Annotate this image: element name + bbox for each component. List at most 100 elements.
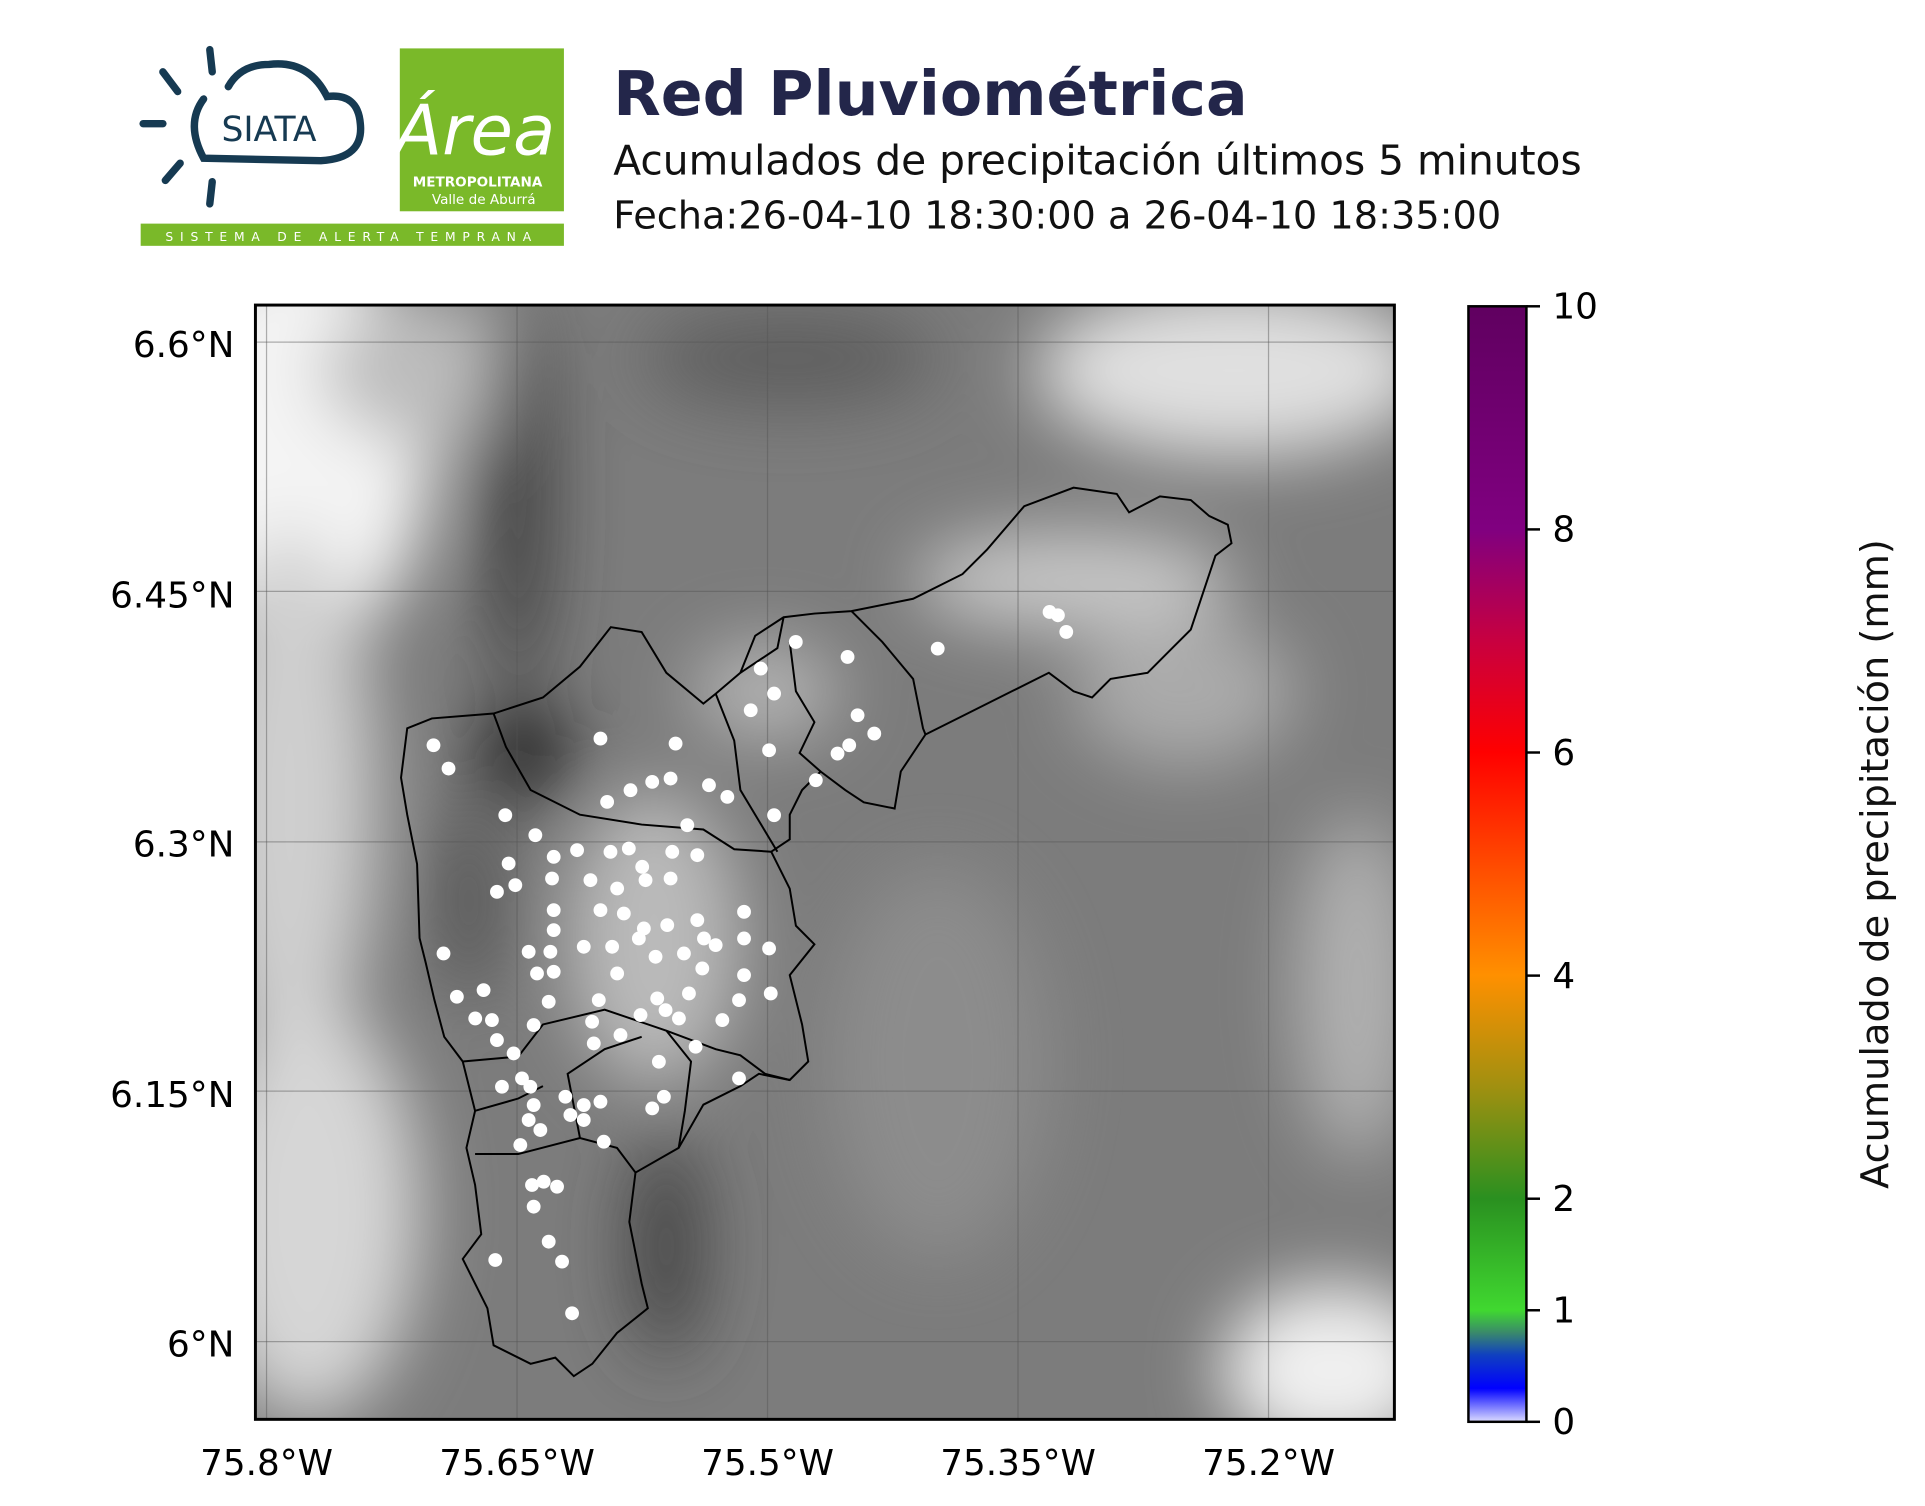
station-marker (593, 1094, 608, 1109)
map-area (256, 306, 1395, 1420)
municipal-boundaries (400, 486, 1233, 1378)
map-frame (253, 303, 1396, 1421)
siata-logo: SIATA (139, 45, 365, 208)
station-marker (663, 771, 678, 786)
station-marker (488, 1253, 503, 1267)
area-line2: Valle de Aburrá (432, 192, 536, 208)
station-marker (543, 944, 558, 959)
station-marker (660, 918, 675, 933)
municipal-divider (850, 610, 927, 735)
station-marker (840, 650, 855, 664)
station-marker (600, 794, 615, 809)
station-marker (523, 1079, 538, 1094)
y-tick-label: 6.45°N (110, 575, 234, 616)
siata-logo-text: SIATA (221, 110, 316, 150)
station-marker (501, 856, 516, 871)
municipal-divider (566, 1030, 693, 1149)
station-marker (720, 789, 735, 804)
station-marker (682, 986, 696, 1001)
station-marker (658, 1003, 673, 1018)
station-marker (555, 1254, 569, 1269)
station-marker (565, 1306, 579, 1321)
station-marker (635, 859, 650, 874)
station-marker (526, 1098, 541, 1112)
rain-gauge-stations (426, 605, 1074, 1321)
area-line1: METROPOLITANA (413, 175, 543, 191)
station-marker (645, 774, 660, 789)
station-marker (591, 993, 606, 1008)
station-marker (788, 635, 803, 649)
colorbar-tick-label: 0 (1552, 1402, 1575, 1443)
municipal-divider (492, 713, 772, 853)
station-marker (613, 1028, 628, 1042)
station-marker (536, 1174, 551, 1189)
station-marker (583, 873, 598, 888)
station-marker (610, 881, 625, 896)
station-marker (476, 983, 491, 998)
station-marker (586, 1036, 601, 1051)
station-marker (603, 844, 618, 859)
station-marker (533, 1123, 548, 1137)
metropolitan-area-outline (400, 486, 1233, 1378)
terrain-relief (256, 306, 1395, 1420)
station-marker (732, 1071, 746, 1086)
station-marker (737, 968, 751, 983)
station-marker (530, 966, 544, 981)
station-marker (690, 848, 705, 863)
station-marker (708, 938, 723, 953)
area-script-text: Área (391, 90, 556, 172)
station-marker (645, 1101, 660, 1116)
y-tick-label: 6°N (167, 1324, 234, 1365)
colorbar-tick-label: 8 (1552, 510, 1575, 551)
station-marker (737, 904, 751, 919)
station-marker (930, 641, 945, 656)
x-tick-label: 75.8°W (200, 1443, 333, 1484)
station-marker (648, 949, 663, 964)
station-marker (680, 818, 695, 833)
station-marker (867, 726, 882, 741)
station-marker (563, 1108, 578, 1122)
station-marker (436, 946, 451, 961)
station-marker (672, 1011, 686, 1026)
colorbar-tick-label: 4 (1552, 956, 1575, 997)
y-axis-labels: 6.6°N 6.45°N 6.3°N 6.15°N 6°N (110, 325, 234, 1366)
station-marker (541, 994, 556, 1009)
station-marker (842, 738, 857, 753)
station-marker (546, 849, 561, 864)
colorbar-tick-label: 10 (1552, 287, 1598, 328)
y-tick-label: 6.15°N (110, 1075, 234, 1116)
station-marker (593, 731, 608, 746)
x-tick-label: 75.65°W (439, 1443, 595, 1484)
station-marker (541, 1234, 556, 1249)
station-marker (521, 1113, 536, 1127)
station-marker (753, 661, 768, 676)
station-marker (621, 841, 636, 856)
station-marker (490, 884, 504, 899)
station-marker (521, 944, 536, 959)
station-marker (570, 843, 584, 858)
station-marker (767, 808, 781, 823)
station-marker (506, 1046, 521, 1061)
station-marker (650, 991, 665, 1006)
subtitle: Acumulados de precipitación últimos 5 mi… (613, 136, 1581, 184)
station-marker (767, 686, 781, 701)
station-marker (623, 783, 638, 798)
station-marker (449, 989, 464, 1004)
station-marker (1059, 625, 1074, 639)
station-marker (633, 1008, 648, 1023)
station-marker (441, 761, 456, 776)
station-marker (690, 913, 705, 928)
station-marker (665, 844, 680, 859)
date-range: Fecha:26-04-10 18:30:00 a 26-04-10 18:35… (613, 194, 1501, 239)
station-marker (651, 1054, 666, 1069)
station-marker (576, 1098, 591, 1112)
station-marker (1051, 608, 1065, 623)
banner-text: SISTEMA DE ALERTA TEMPRANA (165, 230, 538, 244)
station-marker (808, 773, 823, 788)
station-marker (526, 1018, 541, 1033)
x-tick-label: 75.5°W (701, 1443, 834, 1484)
station-marker (426, 738, 441, 753)
station-marker (525, 1178, 539, 1192)
municipal-divider (714, 617, 785, 853)
station-marker (550, 1179, 564, 1194)
